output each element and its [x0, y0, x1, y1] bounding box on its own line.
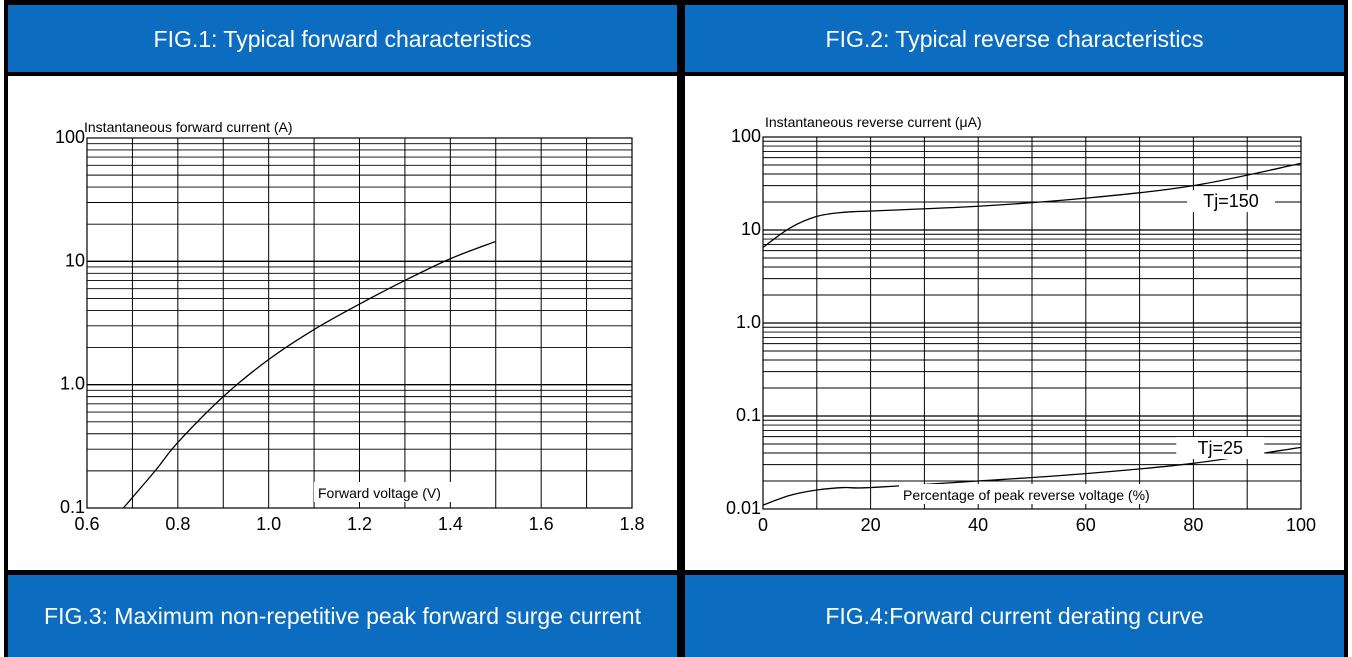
fig2-header: FIG.2: Typical reverse characteristics [685, 5, 1344, 73]
fig1-chart: 0.6 0.8 1.0 1.2 1.4 1.6 1.8 0.1 1.0 10 100 Instant… [55, 119, 645, 534]
fig2-xtick-label: 80 [1183, 515, 1203, 535]
fig1-ytick-label: 10 [65, 250, 85, 270]
fig3-title: FIG.3: Maximum non-repetitive peak forwa… [44, 603, 641, 629]
fig1-xtick-label: 0.8 [165, 514, 190, 534]
fig2-ytick-label: 0.1 [736, 405, 761, 425]
fig3-header: FIG.3: Maximum non-repetitive peak forwa… [8, 575, 677, 657]
fig1-header: FIG.1: Typical forward characteristics [8, 5, 677, 73]
fig2-xtick-label: 60 [1076, 515, 1096, 535]
fig1-xtick-label: 1.6 [529, 514, 554, 534]
fig1-grid [86, 137, 633, 509]
fig2-ytick-label: 0.01 [726, 498, 761, 518]
fig2-xtick-label: 100 [1286, 515, 1316, 535]
series-label-bg [1176, 437, 1265, 460]
fig2-title: FIG.2: Typical reverse characteristics [825, 26, 1204, 52]
fig1-xtick-label: 0.6 [74, 514, 99, 534]
fig2-xtick-label: 20 [861, 515, 881, 535]
fig2-tick-labels: 0 20 40 60 80 100 0.01 0.1 1.0 10 100 [726, 126, 1316, 535]
fig2-series-labels: Tj=150 Tj=25 [1176, 190, 1276, 460]
fig1-curve-series [122, 240, 496, 509]
fig1-xtick-label: 1.0 [256, 514, 281, 534]
fig2-xlabel: Percentage of peak reverse voltage (%) [903, 487, 1150, 503]
fig1-tick-labels: 0.6 0.8 1.0 1.2 1.4 1.6 1.8 0.1 1.0 10 100 [55, 127, 645, 534]
fig1-ytick-label: 0.1 [60, 497, 85, 517]
series-label-bg [1187, 190, 1276, 213]
fig1-xlabel-bg [314, 482, 472, 502]
series-label-tj-150: Tj=150 [1203, 191, 1259, 211]
table-border-middle [677, 0, 685, 657]
table-border-right [1344, 0, 1348, 657]
fig1-xtick-label: 1.4 [438, 514, 463, 534]
fig2-ylabel: Instantaneous reverse current (μA) [765, 114, 982, 130]
table-border-left [4, 0, 8, 657]
table-border-top [4, 0, 1348, 5]
fig2-grid [762, 136, 1302, 510]
series-label-tj-25: Tj=25 [1198, 438, 1244, 458]
fig1-title: FIG.1: Typical forward characteristics [153, 26, 532, 52]
fig1-ylabel: Instantaneous forward current (A) [84, 119, 293, 135]
fig1-curve-group [122, 240, 496, 509]
fig2-xtick-label: 40 [968, 515, 988, 535]
fig1-xlabel: Forward voltage (V) [318, 485, 441, 501]
fig1-ytick-label: 1.0 [60, 374, 85, 394]
fig2-xtick-label: 0 [758, 515, 768, 535]
fig4-header: FIG.4:Forward current derating curve [685, 575, 1344, 657]
fig2-curve-tj-150 [762, 162, 1302, 248]
fig1-xtick-label: 1.2 [347, 514, 372, 534]
table-border-header1-bottom [4, 72, 1348, 76]
fig2-xlabel-bg [899, 484, 1165, 504]
fig2-chart: 0 20 40 60 80 100 0.01 0.1 1.0 10 100 Instantaneou… [726, 114, 1316, 535]
fig1-ytick-label: 100 [55, 127, 85, 147]
fig2-ytick-label: 100 [731, 126, 761, 146]
fig2-ytick-label: 1.0 [736, 312, 761, 332]
table-border-row-bottom [4, 570, 1348, 575]
fig2-ytick-label: 10 [741, 219, 761, 239]
fig4-title: FIG.4:Forward current derating curve [825, 603, 1204, 629]
fig1-xtick-label: 1.8 [619, 514, 644, 534]
